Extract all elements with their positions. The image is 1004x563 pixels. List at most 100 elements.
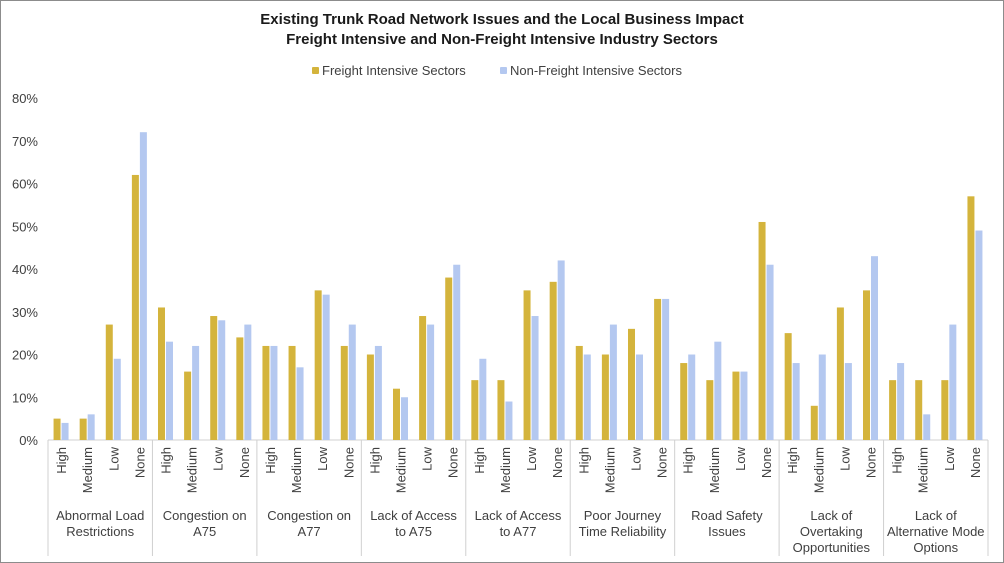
bar-freight bbox=[158, 307, 165, 440]
group-label: Road Safety bbox=[691, 508, 763, 523]
group-label: A77 bbox=[298, 524, 321, 539]
x-tick-label: Low bbox=[942, 446, 957, 470]
y-tick-label: 0% bbox=[19, 433, 38, 448]
bar-non-freight bbox=[923, 414, 931, 440]
bar-freight bbox=[941, 380, 949, 440]
bar-freight bbox=[262, 345, 270, 440]
bar-non-freight bbox=[949, 324, 957, 440]
x-tick-label: High bbox=[159, 447, 174, 474]
bar-non-freight bbox=[583, 354, 591, 440]
bar-non-freight bbox=[427, 324, 435, 440]
x-tick-label: Medium bbox=[185, 447, 200, 493]
x-tick-label: None bbox=[759, 447, 774, 478]
x-tick-label: Low bbox=[524, 446, 539, 470]
bar-freight bbox=[732, 371, 740, 440]
x-tick-label: Medium bbox=[80, 447, 95, 493]
bar-non-freight bbox=[818, 354, 826, 440]
x-tick-label: Low bbox=[211, 446, 226, 470]
group-label: Overtaking bbox=[800, 524, 863, 539]
bar-freight bbox=[523, 290, 531, 440]
x-tick-label: High bbox=[785, 447, 800, 474]
bar-freight bbox=[967, 196, 975, 440]
bar-freight bbox=[184, 371, 192, 440]
x-tick-label: High bbox=[890, 447, 905, 474]
x-tick-label: Medium bbox=[916, 447, 931, 493]
x-tick-label: High bbox=[576, 447, 591, 474]
bar-non-freight bbox=[87, 414, 95, 440]
bar-freight bbox=[497, 380, 505, 440]
legend: Freight Intensive Sectors Non-Freight In… bbox=[0, 63, 1004, 81]
bar-freight bbox=[105, 324, 113, 440]
bar-freight bbox=[236, 337, 244, 440]
x-tick-label: None bbox=[968, 447, 983, 478]
chart-title: Existing Trunk Road Network Issues and t… bbox=[260, 11, 744, 28]
x-tick-label: Medium bbox=[811, 447, 826, 493]
bar-freight bbox=[889, 380, 897, 440]
bar-non-freight bbox=[218, 320, 226, 440]
bar-non-freight bbox=[975, 230, 983, 440]
bar-non-freight bbox=[192, 345, 200, 440]
bar-non-freight bbox=[505, 401, 513, 440]
group-label: Opportunities bbox=[793, 540, 871, 555]
bar-non-freight bbox=[61, 422, 69, 440]
bar-freight bbox=[471, 380, 479, 440]
group-label: A75 bbox=[193, 524, 216, 539]
bar-freight bbox=[863, 290, 870, 440]
group-label: to A77 bbox=[500, 524, 537, 539]
x-tick-label: Medium bbox=[602, 447, 617, 493]
bar-freight bbox=[79, 418, 87, 440]
bar-non-freight bbox=[374, 345, 382, 440]
bar-non-freight bbox=[897, 363, 905, 440]
legend-swatch-non-freight bbox=[500, 67, 507, 75]
legend-item-non-freight: Non-Freight Intensive Sectors bbox=[500, 63, 682, 78]
bar-non-freight bbox=[688, 354, 696, 440]
x-tick-label: Low bbox=[420, 446, 435, 470]
legend-swatch-freight bbox=[312, 67, 319, 75]
x-tick-label: Medium bbox=[394, 447, 409, 493]
chart-subtitle: Freight Intensive and Non-Freight Intens… bbox=[286, 31, 718, 48]
legend-label-freight: Freight Intensive Sectors bbox=[322, 63, 466, 78]
bar-freight bbox=[706, 380, 714, 440]
x-tick-label: None bbox=[132, 447, 147, 478]
x-tick-label: High bbox=[263, 447, 278, 474]
bar-freight bbox=[131, 174, 139, 440]
group-label: Lack of bbox=[915, 508, 957, 523]
x-tick-label: Low bbox=[629, 446, 644, 470]
bar-freight bbox=[575, 345, 583, 440]
bar-non-freight bbox=[244, 324, 252, 440]
legend-item-freight: Freight Intensive Sectors bbox=[312, 63, 466, 78]
x-tick-label: None bbox=[655, 447, 670, 478]
bar-non-freight bbox=[139, 132, 147, 440]
group-label: Time Reliability bbox=[579, 524, 667, 539]
bar-freight bbox=[601, 354, 609, 440]
bar-freight bbox=[53, 418, 61, 440]
bar-non-freight bbox=[792, 363, 800, 440]
legend-label-non-freight: Non-Freight Intensive Sectors bbox=[510, 63, 682, 78]
x-tick-label: High bbox=[367, 447, 382, 474]
bar-non-freight bbox=[609, 324, 617, 440]
bar-non-freight bbox=[531, 316, 539, 440]
bar-freight bbox=[288, 345, 296, 440]
bar-non-freight bbox=[270, 345, 278, 440]
x-tick-label: None bbox=[341, 447, 356, 478]
group-label: Options bbox=[913, 540, 958, 555]
bar-freight bbox=[549, 281, 557, 440]
y-tick-label: 50% bbox=[12, 219, 38, 234]
group-label: Lack of bbox=[810, 508, 852, 523]
bar-freight bbox=[366, 354, 374, 440]
bar-freight bbox=[314, 290, 322, 440]
bar-freight bbox=[810, 405, 818, 440]
x-tick-label: Medium bbox=[707, 447, 722, 493]
x-tick-label: None bbox=[237, 447, 252, 478]
group-label: Alternative Mode bbox=[887, 524, 985, 539]
x-tick-label: Medium bbox=[289, 447, 304, 493]
group-label: Congestion on bbox=[267, 508, 351, 523]
y-tick-label: 70% bbox=[12, 134, 38, 149]
bar-freight bbox=[445, 277, 453, 440]
y-tick-label: 20% bbox=[12, 348, 38, 363]
bar-freight bbox=[784, 333, 792, 440]
x-tick-label: None bbox=[446, 447, 461, 478]
bar-freight bbox=[915, 380, 923, 440]
